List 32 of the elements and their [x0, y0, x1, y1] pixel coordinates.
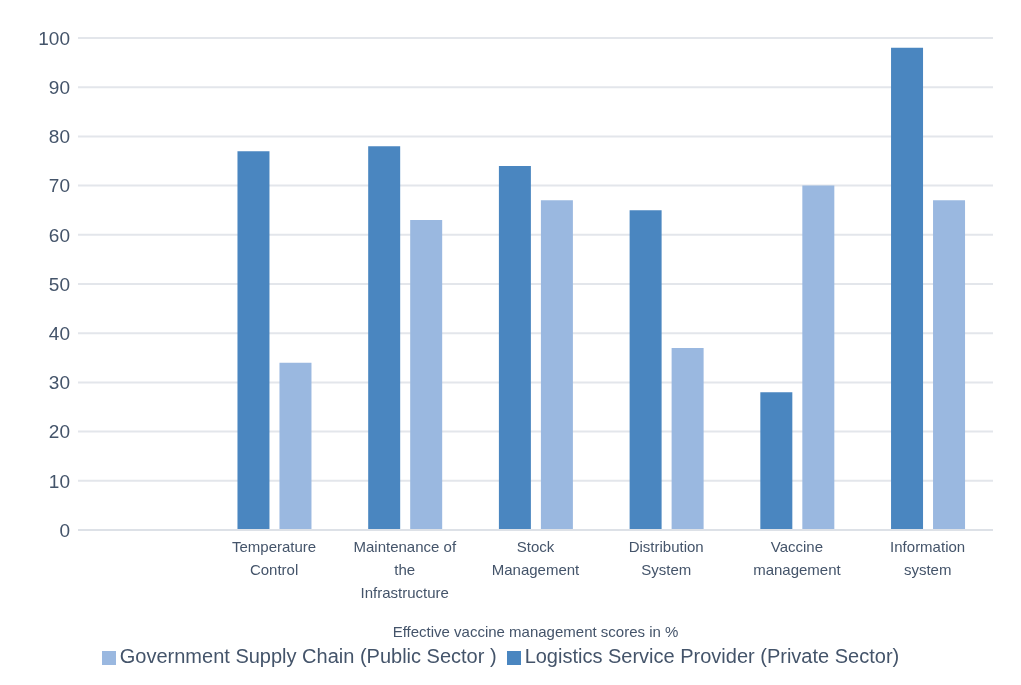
bar: [410, 220, 443, 530]
bar: [891, 47, 924, 530]
y-tick-label: 40: [48, 322, 70, 344]
x-axis-title: Effective vaccine management scores in %: [392, 623, 679, 640]
y-tick-label: 90: [48, 76, 70, 98]
legend-label: Government Supply Chain (Public Sector ): [119, 645, 497, 667]
bar: [933, 200, 966, 530]
y-tick-label: 70: [48, 175, 70, 197]
bar: [237, 151, 270, 530]
x-tick-label: Vaccine management: [753, 538, 842, 578]
x-tick-label: Information system: [890, 538, 966, 578]
bar: [540, 200, 573, 530]
bar: [368, 146, 401, 530]
y-tick-label: 60: [48, 224, 70, 246]
y-tick-label: 100: [38, 27, 70, 49]
x-tick-label: Temperature Control: [231, 538, 317, 578]
y-tick-label: 80: [48, 126, 70, 148]
legend-label: Logistics Service Provider (Private Sector): [524, 645, 900, 667]
bar: [760, 392, 793, 530]
y-tick-label: 30: [48, 372, 70, 394]
x-tick-label: Maintenance of the Infrastructure: [353, 538, 457, 601]
bar: [629, 210, 662, 530]
y-tick-label: 0: [59, 519, 70, 541]
y-tick-label: 50: [48, 273, 70, 295]
y-tick-label: 10: [48, 470, 70, 492]
y-tick-label: 20: [48, 421, 70, 443]
bar: [802, 185, 835, 530]
x-tick-label: Distribution System: [628, 538, 704, 578]
x-tick-label: Stock Management: [491, 538, 581, 578]
bar: [498, 165, 531, 530]
bar: [671, 347, 704, 530]
bar: [279, 362, 312, 530]
